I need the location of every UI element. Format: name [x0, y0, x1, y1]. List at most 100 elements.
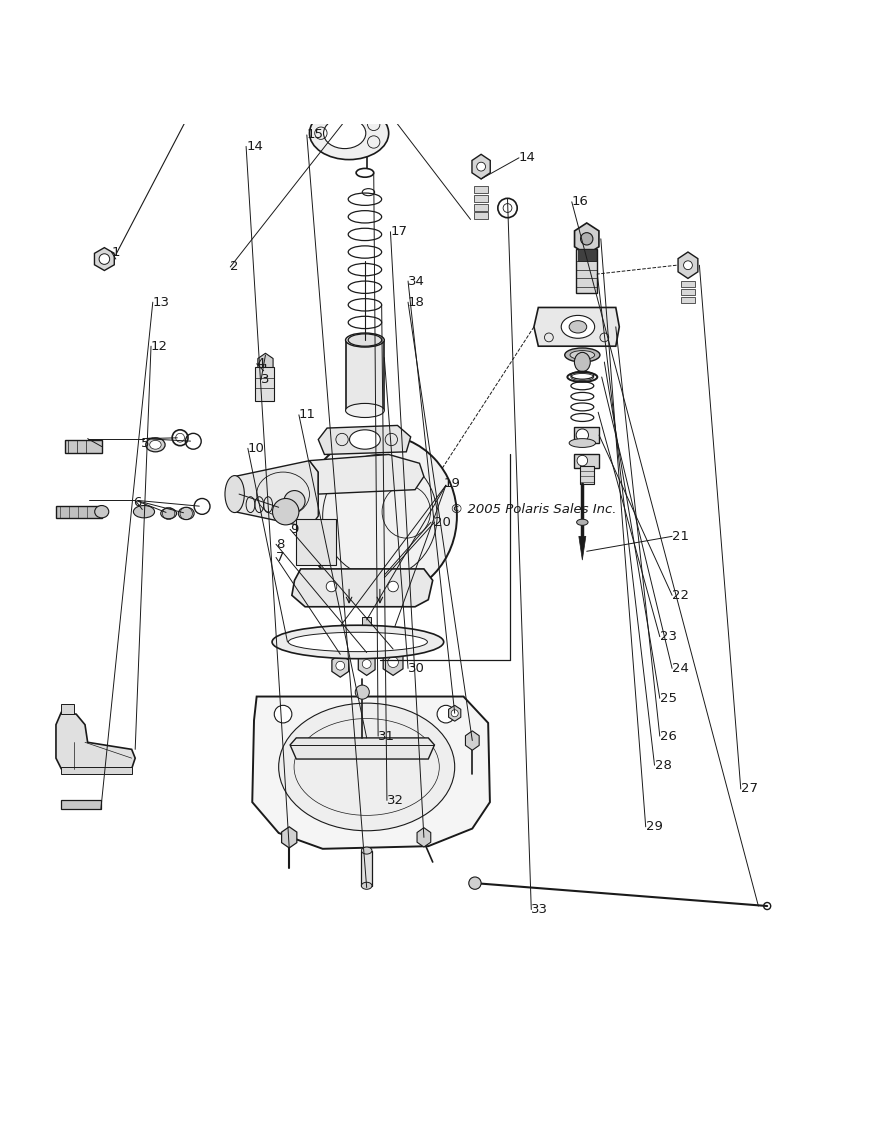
Bar	[360, 633, 373, 653]
Bar	[255, 367, 275, 401]
Ellipse shape	[289, 632, 427, 651]
Text: © 2005 Polaris Sales Inc.: © 2005 Polaris Sales Inc.	[450, 504, 617, 516]
Polygon shape	[56, 712, 135, 769]
Text: 14: 14	[246, 140, 263, 152]
Bar	[334, 638, 346, 655]
Polygon shape	[472, 155, 490, 180]
Polygon shape	[282, 826, 297, 848]
Text: 11: 11	[299, 409, 316, 421]
Text: 7: 7	[276, 551, 284, 564]
Text: 21: 21	[672, 530, 689, 543]
Polygon shape	[449, 706, 461, 721]
Text: 22: 22	[672, 589, 689, 602]
Text: 2: 2	[230, 261, 238, 273]
Text: 32: 32	[387, 794, 404, 807]
Text: 5: 5	[140, 437, 149, 449]
Circle shape	[577, 429, 588, 441]
Text: 13: 13	[153, 296, 170, 308]
Polygon shape	[292, 569, 433, 606]
Ellipse shape	[279, 703, 455, 831]
Polygon shape	[579, 536, 585, 560]
Ellipse shape	[94, 506, 109, 518]
Bar	[474, 212, 488, 219]
Bar	[64, 440, 102, 453]
Text: 1: 1	[111, 245, 120, 259]
Polygon shape	[384, 628, 403, 649]
Bar	[681, 289, 695, 295]
Bar	[386, 631, 400, 649]
Bar	[577, 250, 597, 294]
Bar	[578, 248, 595, 261]
Ellipse shape	[350, 430, 381, 449]
Ellipse shape	[345, 403, 384, 418]
Polygon shape	[297, 518, 336, 564]
Text: 9: 9	[291, 523, 298, 536]
Text: 4: 4	[257, 357, 265, 370]
Text: 17: 17	[390, 226, 407, 238]
Polygon shape	[253, 697, 490, 849]
Polygon shape	[235, 461, 318, 527]
Bar	[362, 618, 371, 631]
Bar	[336, 627, 344, 638]
Bar	[575, 427, 599, 443]
Ellipse shape	[562, 315, 594, 339]
Text: 34: 34	[408, 274, 425, 288]
Polygon shape	[94, 247, 114, 271]
Ellipse shape	[303, 435, 457, 597]
Bar	[61, 800, 101, 809]
Text: 25: 25	[660, 692, 676, 704]
Text: 14: 14	[519, 151, 536, 165]
Polygon shape	[534, 307, 619, 347]
Bar	[61, 703, 73, 715]
Ellipse shape	[178, 507, 194, 519]
Ellipse shape	[565, 348, 600, 362]
Circle shape	[362, 659, 371, 668]
Bar	[361, 850, 372, 886]
Circle shape	[99, 254, 109, 264]
Ellipse shape	[161, 508, 177, 518]
Circle shape	[477, 163, 486, 170]
Text: 27: 27	[741, 782, 758, 796]
Circle shape	[469, 877, 481, 890]
Text: 10: 10	[248, 441, 265, 455]
Polygon shape	[383, 649, 403, 675]
Polygon shape	[301, 27, 373, 102]
Circle shape	[355, 685, 369, 699]
Bar	[575, 454, 599, 467]
Ellipse shape	[361, 847, 372, 855]
Polygon shape	[332, 655, 349, 677]
Ellipse shape	[146, 438, 165, 452]
Ellipse shape	[272, 625, 443, 658]
Ellipse shape	[133, 506, 155, 518]
Text: 30: 30	[408, 662, 425, 675]
Ellipse shape	[570, 351, 594, 359]
Ellipse shape	[361, 882, 372, 890]
Circle shape	[273, 499, 299, 525]
Text: 6: 6	[133, 497, 142, 509]
Polygon shape	[465, 730, 479, 751]
Bar	[681, 297, 695, 303]
Circle shape	[326, 581, 336, 592]
Text: 8: 8	[276, 537, 284, 551]
Circle shape	[388, 581, 398, 592]
Text: 20: 20	[434, 516, 451, 528]
Circle shape	[683, 261, 692, 270]
Ellipse shape	[575, 352, 590, 371]
Circle shape	[388, 657, 398, 667]
Text: 26: 26	[660, 729, 676, 743]
Bar	[474, 195, 488, 202]
Circle shape	[437, 706, 455, 723]
Bar	[61, 767, 132, 774]
Circle shape	[577, 455, 587, 466]
Ellipse shape	[309, 107, 389, 159]
Text: 28: 28	[654, 759, 671, 772]
Text: 24: 24	[672, 662, 689, 675]
Bar	[474, 203, 488, 211]
Text: 31: 31	[378, 729, 395, 743]
Bar	[260, 357, 271, 364]
Ellipse shape	[570, 321, 586, 333]
Bar	[474, 186, 488, 193]
Text: 23: 23	[660, 630, 676, 644]
Polygon shape	[318, 426, 411, 455]
Circle shape	[581, 233, 592, 245]
